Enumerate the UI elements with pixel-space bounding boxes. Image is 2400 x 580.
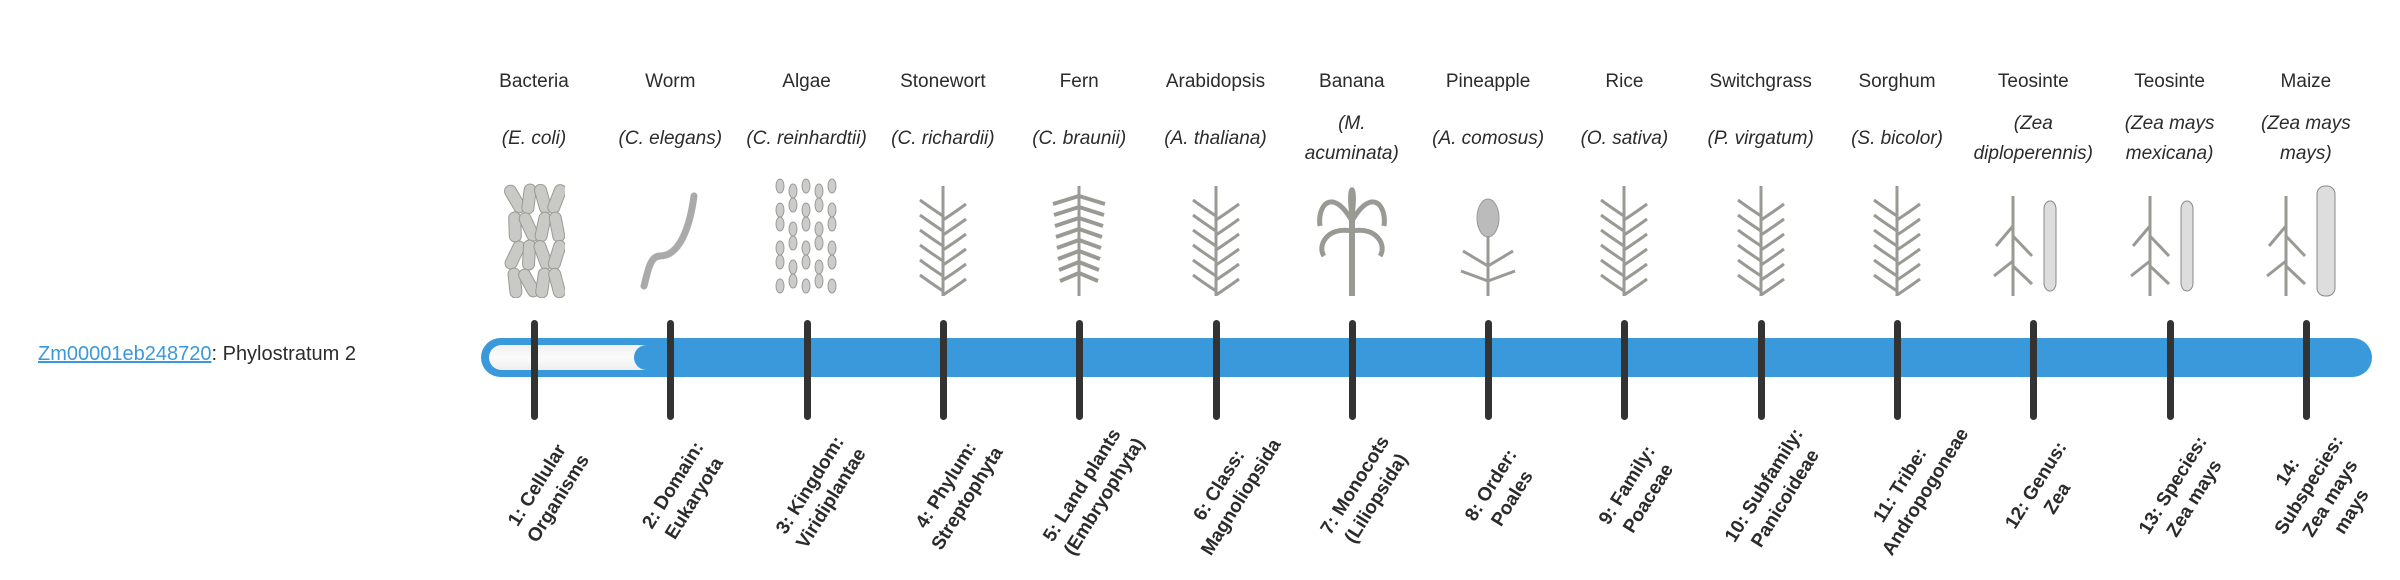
phylostratum-text: : Phylostratum 2 <box>211 343 356 365</box>
species-text: (M. acuminata) <box>1304 113 1399 164</box>
species-text: (A. thaliana) <box>1164 128 1267 149</box>
stratum-label: 8: Order: Poales <box>1461 445 1538 531</box>
organism-species: (C. elegans) <box>602 108 738 170</box>
stratum-label: 2: Domain: Eukaryota <box>638 438 729 544</box>
organism-species: (Zea mays mays) <box>2238 108 2374 170</box>
species-text: (C. richardii) <box>891 128 995 149</box>
organism-name: Rice <box>1605 71 1644 92</box>
maize-icon <box>2238 176 2374 298</box>
banana-plant-icon <box>1284 176 1420 298</box>
organism-name: Algae <box>782 71 831 92</box>
stratum-tick <box>2302 320 2310 420</box>
organism-name: Pineapple <box>1445 71 1531 92</box>
species-text: (Zea diploperennis) <box>1973 113 2093 164</box>
arabidopsis-icon <box>1148 176 1284 298</box>
stratum-label: 5: Land plants (Embryophyta) <box>1039 425 1150 560</box>
pineapple-icon <box>1420 176 1556 298</box>
organism-species: (M. acuminata) <box>1284 108 1420 170</box>
teosinte-icon <box>2102 176 2238 298</box>
stratum-label: 12: Genus: Zea <box>2001 438 2076 533</box>
stratum-tick <box>1621 320 1629 420</box>
stratum-tick <box>2030 320 2038 420</box>
stratum-tick <box>1076 320 1084 420</box>
organism-name: Switchgrass <box>1709 71 1812 92</box>
organism-name: Teosinte <box>2134 71 2205 92</box>
stratum-label: 7: Monocots (Liliopsida) <box>1316 432 1413 548</box>
algae-cells-icon <box>739 176 875 298</box>
stratum-tick <box>1894 320 1901 420</box>
organism-species: (O. sativa) <box>1556 108 1692 170</box>
stonewort-icon <box>875 176 1011 298</box>
stratum-tick <box>803 320 811 420</box>
organism-name: Sorghum <box>1858 71 1936 92</box>
species-text: (P. virgatum) <box>1707 128 1814 149</box>
organism-name: Banana <box>1319 71 1385 92</box>
species-text: (C. reinhardtii) <box>746 128 867 149</box>
stratum-label: 10: Subfamily: Panicoideae <box>1720 424 1824 552</box>
organism-species: (A. comosus) <box>1420 108 1556 170</box>
fern-icon <box>1011 176 1147 298</box>
organism-species: (Zea mays mexicana) <box>2102 108 2238 170</box>
organism-species: (C. richardii) <box>875 108 1011 170</box>
stratum-label: 1: Cellular Organisms <box>504 440 594 547</box>
stratum-tick <box>667 320 675 420</box>
species-text: (Zea mays mays) <box>2261 113 2351 164</box>
organism-name: Bacteria <box>499 71 569 92</box>
organism-name: Teosinte <box>1997 71 2069 92</box>
organism-species: (C. braunii) <box>1011 108 1147 170</box>
organism-name: Worm <box>645 71 696 92</box>
stratum-tick <box>1757 320 1765 420</box>
stratum-label: 4: Phylum: Streptophyta <box>911 438 1008 554</box>
organism-species: (A. thaliana) <box>1148 108 1284 170</box>
stratum-tick <box>1348 320 1356 420</box>
organism-species: (C. reinhardtii) <box>739 108 875 170</box>
worm-icon <box>602 176 738 298</box>
stratum-label: 13: Species: Zea mays <box>2134 432 2227 541</box>
stratum-tick <box>939 320 947 420</box>
species-text: (S. bicolor) <box>1851 128 1943 149</box>
bar-fill <box>634 345 2364 370</box>
organism-species: (P. virgatum) <box>1693 108 1829 170</box>
stratum-tick <box>2166 320 2174 420</box>
stratum-tick <box>1485 320 1493 420</box>
species-text: (Zea mays mexicana) <box>2124 113 2215 164</box>
organism-name: Fern <box>1059 71 1099 92</box>
species-text: (O. sativa) <box>1580 128 1669 149</box>
species-text: (A. comosus) <box>1432 128 1545 149</box>
organism-species: (E. coli) <box>466 108 602 170</box>
stratum-label: 14: Subspecies: Zea mays mays <box>2270 432 2374 541</box>
sorghum-icon <box>1829 176 1965 298</box>
stratum-label: 11: Tribe: Andropogoneae <box>1869 424 1974 560</box>
rod-bacteria-icon <box>466 176 602 298</box>
stratum-label: 3: Kingdom: Viridiplantae <box>771 432 871 553</box>
stratum-tick <box>1212 320 1220 420</box>
stratum-label: 6: Class: Magnoliopsida <box>1189 435 1286 560</box>
organism-name: Arabidopsis <box>1165 71 1266 92</box>
gene-link[interactable]: Zm00001eb248720 <box>38 343 212 365</box>
teosinte-icon <box>1965 176 2101 298</box>
species-text: (C. elegans) <box>618 128 723 149</box>
phylostratum-bar <box>481 338 2372 377</box>
organism-name: Stonewort <box>900 71 986 92</box>
stratum-tick <box>531 320 538 420</box>
species-text: (C. braunii) <box>1032 128 1127 149</box>
switchgrass-icon <box>1693 176 1829 298</box>
organism-species: (Zea diploperennis) <box>1965 108 2101 170</box>
species-text: (E. coli) <box>501 128 567 149</box>
organism-name: Maize <box>2280 71 2332 92</box>
rice-icon <box>1556 176 1692 298</box>
organism-species: (S. bicolor) <box>1829 108 1965 170</box>
stratum-label: 9: Family: Poaceae <box>1595 442 1679 537</box>
gene-label: Zm00001eb248720: Phylostratum 2 <box>38 340 356 368</box>
